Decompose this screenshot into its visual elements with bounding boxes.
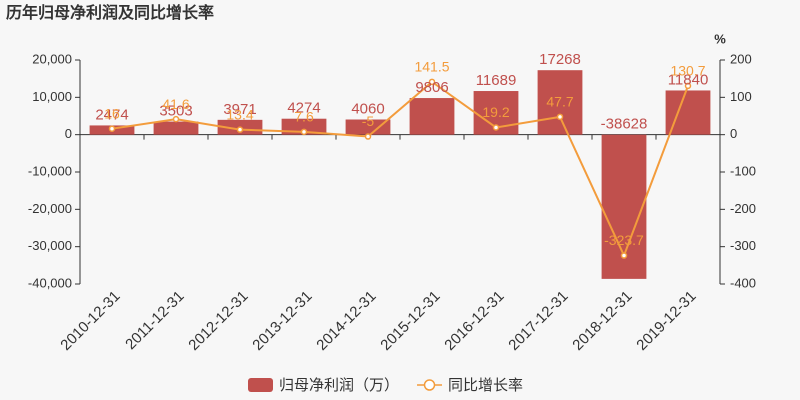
line-point xyxy=(108,125,116,132)
bar-value-label: 17268 xyxy=(539,51,581,68)
y2-tick-label: -200 xyxy=(730,201,756,216)
x-tick-label: 2015-12-31 xyxy=(377,288,443,354)
x-tick-label: 2014-12-31 xyxy=(313,288,379,354)
bar-value-label: -38628 xyxy=(601,116,648,133)
y-tick-label: -40,000 xyxy=(28,275,72,290)
y-tick-label: 20,000 xyxy=(32,51,72,66)
bar-value-label: 4060 xyxy=(351,100,384,117)
line-value-label: -5 xyxy=(362,113,375,129)
x-tick-label: 2017-12-31 xyxy=(505,288,571,354)
line-point xyxy=(300,128,308,136)
y2-tick-label: 0 xyxy=(730,126,737,141)
bar-value-label: 4274 xyxy=(287,100,320,117)
y2-tick-label: 200 xyxy=(730,51,752,66)
x-tick-label: 2012-12-31 xyxy=(185,288,251,354)
y-tick-label: -10,000 xyxy=(28,163,72,178)
line-value-label: 130.7 xyxy=(670,63,705,79)
x-tick-label: 2018-12-31 xyxy=(569,288,635,354)
line-value-label: 19.2 xyxy=(482,104,509,120)
bar xyxy=(537,70,583,135)
y-tick-label: 0 xyxy=(65,126,72,141)
x-tick-label: 2016-12-31 xyxy=(441,288,507,354)
line-value-label: 16 xyxy=(104,105,120,121)
line-value-label: 47.7 xyxy=(546,94,573,110)
bar-value-label: 3503 xyxy=(159,103,192,120)
line xyxy=(111,80,689,259)
y-tick-label: -30,000 xyxy=(28,238,72,253)
bar-value-label: 3971 xyxy=(223,101,256,118)
bar-value-label: 11689 xyxy=(476,72,517,89)
y2-tick-label: 100 xyxy=(730,89,752,104)
chart-title: 历年归母净利润及同比增长率 xyxy=(6,3,214,22)
line-value-label: 41.6 xyxy=(162,96,189,112)
legend-swatch xyxy=(248,378,273,392)
legend-label: 归母净利润（万） xyxy=(279,377,399,394)
x-tick-label: 2013-12-31 xyxy=(249,288,315,354)
x-tick-label: 2019-12-31 xyxy=(633,288,699,354)
bar xyxy=(345,119,391,135)
legend-swatch xyxy=(423,379,436,391)
bar-value-label: 2474 xyxy=(95,106,128,123)
y2-tick-label: -300 xyxy=(730,238,756,253)
x-tick-label: 2011-12-31 xyxy=(122,288,187,353)
y2-axis-label: % xyxy=(714,31,726,46)
line-point xyxy=(364,133,372,140)
line-point xyxy=(492,124,500,131)
bar xyxy=(153,121,199,135)
x-tick-label: 2010-12-31 xyxy=(57,288,123,354)
line-point xyxy=(428,78,436,86)
legend-label: 同比增长率 xyxy=(448,377,523,394)
y-tick-label: -20,000 xyxy=(28,201,72,216)
y2-tick-label: -100 xyxy=(730,163,756,178)
bar-value-label: 11840 xyxy=(668,71,709,88)
line-point xyxy=(556,113,564,121)
line-point xyxy=(684,82,692,90)
bar xyxy=(409,98,455,135)
line-point xyxy=(620,252,628,259)
line-value-label: 7.6 xyxy=(294,109,314,125)
line-value-label: 141.5 xyxy=(414,59,449,75)
y2-tick-label: -400 xyxy=(730,275,756,290)
line-value-label: -323.7 xyxy=(604,232,644,248)
line-point xyxy=(236,126,244,133)
line-value-label: 13.4 xyxy=(226,106,253,122)
bar-value-label: 9806 xyxy=(415,79,448,96)
y-tick-label: 10,000 xyxy=(32,89,72,104)
line-point xyxy=(172,115,180,123)
